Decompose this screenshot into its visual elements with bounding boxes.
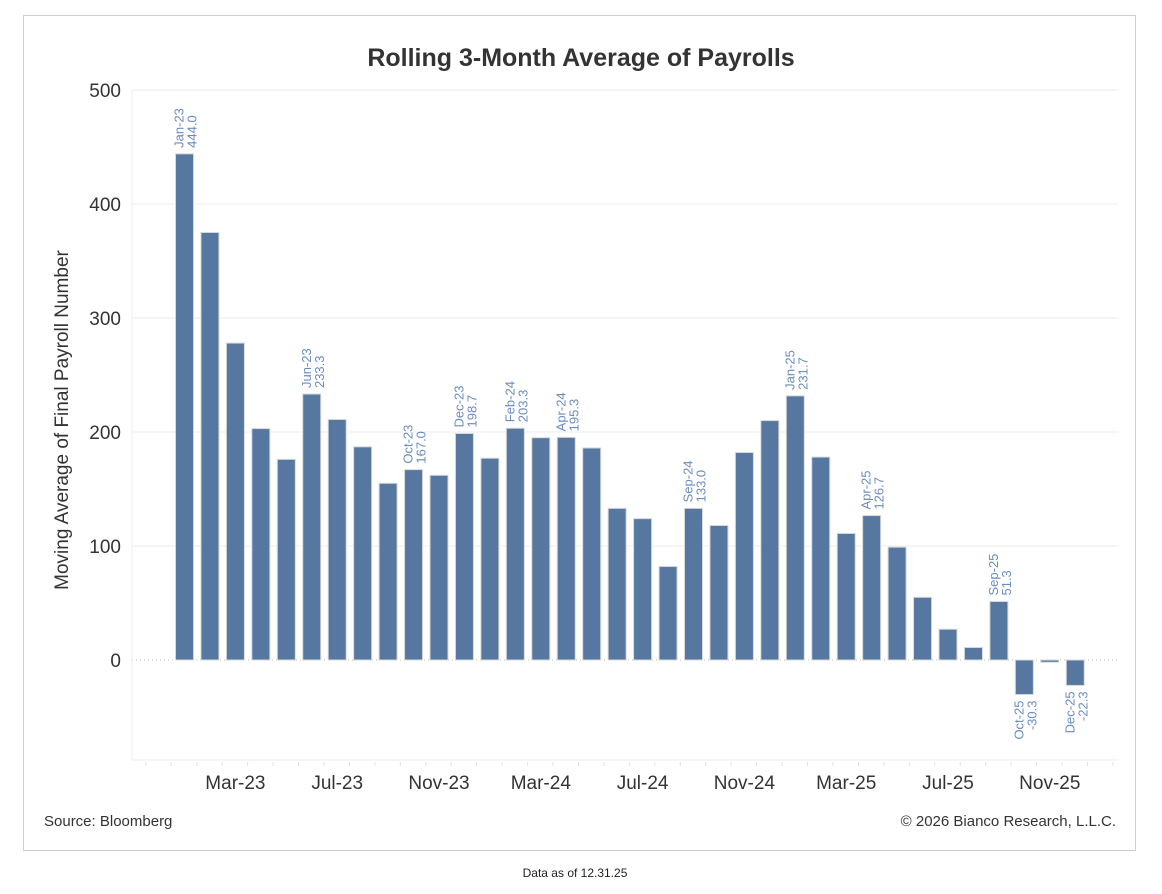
annotation-date: Sep-24 [681, 460, 696, 502]
annotation-value: 167.0 [414, 431, 429, 464]
bar-labels: Jan-23444.0Jun-23233.3Oct-23167.0Dec-231… [172, 108, 1091, 739]
bar [811, 456, 831, 661]
chart-title: Rolling 3-Month Average of Payrolls [367, 44, 795, 72]
bar [454, 432, 474, 661]
annotation-value: -22.3 [1075, 691, 1090, 721]
bar [989, 601, 1009, 661]
annotation-value: 444.0 [185, 115, 200, 148]
bar [251, 428, 271, 661]
bar [404, 469, 424, 661]
x-tick-label: Nov-25 [1019, 773, 1080, 794]
bar [505, 427, 525, 661]
bar [302, 393, 322, 661]
y-tick-label: 200 [89, 423, 121, 444]
annotation-value: 198.7 [464, 395, 479, 428]
annotation-date: Jun-23 [299, 348, 314, 388]
bar [658, 566, 678, 661]
annotation-date: Dec-25 [1062, 691, 1077, 733]
annotation-date: Jan-25 [782, 350, 797, 390]
x-tick-label: Jul-23 [311, 773, 363, 794]
bar [378, 482, 398, 661]
bar [276, 458, 296, 661]
bar-annotation: Oct-25-30.3 [1011, 701, 1039, 740]
annotation-date: Apr-25 [859, 471, 874, 510]
bar [200, 232, 220, 661]
bar [1040, 659, 1060, 663]
bar [862, 515, 882, 661]
x-tick-label: Mar-24 [511, 773, 572, 794]
annotation-date: Oct-25 [1011, 701, 1026, 740]
annotation-value: 233.3 [312, 355, 327, 388]
x-tick-label: Nov-23 [408, 773, 469, 794]
annotation-date: Oct-23 [401, 425, 416, 464]
x-tick-labels: Mar-23 Jul-23 Nov-23 Mar-24 Jul-24 Nov-24 Mar-… [205, 773, 1080, 794]
annotation-value: 203.3 [515, 390, 530, 423]
bar [1065, 659, 1085, 686]
bar [531, 437, 551, 661]
copyright-note: © 2026 Bianco Research, L.L.C. [900, 813, 1116, 830]
bar [429, 474, 449, 661]
x-tick-label: Mar-25 [816, 773, 876, 794]
y-tick-labels: 0 100 200 300 400 500 [89, 81, 121, 672]
annotation-date: Feb-24 [502, 381, 517, 422]
bar [913, 596, 933, 661]
axes [131, 90, 1118, 766]
annotation-date: Apr-24 [553, 392, 568, 431]
bar [963, 646, 983, 661]
y-tick-label: 500 [89, 81, 121, 102]
bar [633, 518, 653, 661]
bar [760, 420, 780, 661]
bar [225, 342, 245, 661]
annotation-date: Sep-25 [986, 554, 1001, 596]
annotation-date: Dec-23 [451, 386, 466, 428]
annotation-value: 231.7 [795, 357, 810, 390]
bars [175, 153, 1085, 696]
bar-annotation: Dec-25-22.3 [1062, 691, 1090, 733]
x-tick-label: Jul-24 [617, 773, 669, 794]
bar [556, 436, 576, 661]
y-tick-label: 300 [89, 309, 121, 330]
bar [175, 153, 194, 661]
annotation-date: Jan-23 [172, 108, 187, 148]
x-tick-label: Jul-25 [922, 773, 974, 794]
bar [836, 532, 856, 661]
x-tick-label: Mar-23 [205, 773, 265, 794]
bar [1014, 659, 1034, 696]
bar [607, 507, 627, 661]
bar [734, 452, 754, 661]
bar [480, 457, 500, 661]
data-as-of: Data as of 12.31.25 [522, 866, 628, 880]
y-tick-label: 400 [89, 195, 121, 216]
annotation-value: 51.3 [999, 570, 1014, 595]
bar [709, 524, 729, 661]
source-note: Source: Bloomberg [44, 813, 173, 830]
bar [887, 546, 907, 661]
annotation-value: 133.0 [694, 470, 709, 503]
x-tick-label: Nov-24 [714, 773, 776, 794]
annotation-value: -30.3 [1024, 701, 1039, 731]
annotation-value: 126.7 [872, 477, 887, 510]
y-tick-label: 0 [110, 651, 121, 672]
y-tick-label: 100 [89, 537, 121, 558]
bar [684, 507, 703, 661]
bar [327, 418, 347, 661]
bar [938, 628, 958, 661]
bar [785, 395, 805, 661]
bar [582, 447, 602, 661]
bar [353, 446, 373, 661]
annotation-value: 195.3 [566, 399, 581, 432]
